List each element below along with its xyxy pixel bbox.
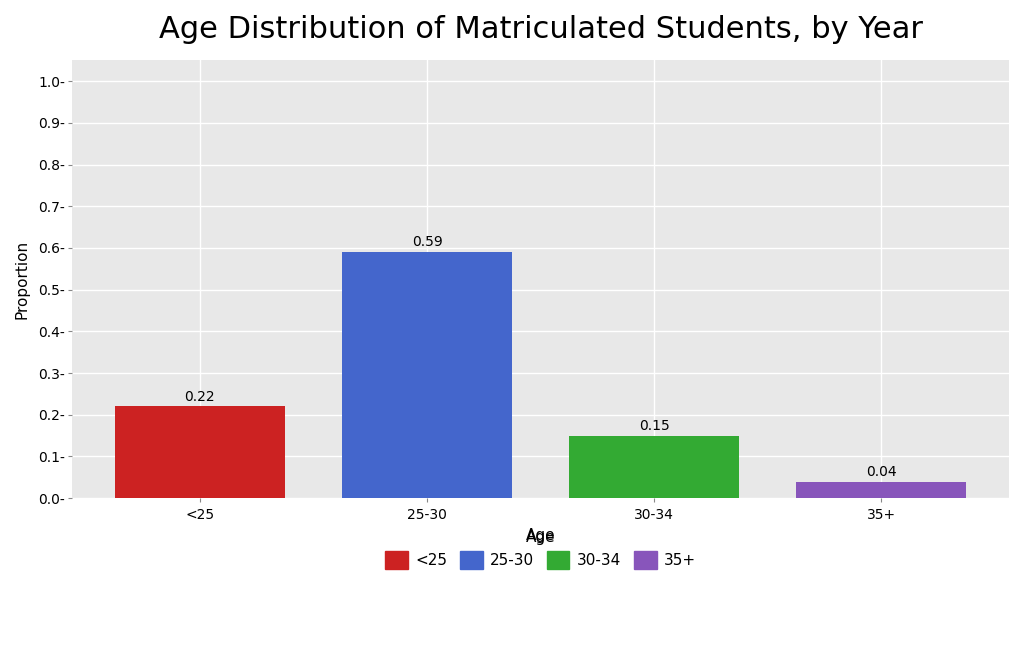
- Legend: <25, 25-30, 30-34, 35+: <25, 25-30, 30-34, 35+: [385, 528, 696, 570]
- X-axis label: Age: Age: [525, 531, 555, 545]
- Text: 0.15: 0.15: [639, 419, 670, 433]
- Bar: [342, 252, 512, 498]
- Text: 0.59: 0.59: [412, 235, 442, 249]
- Text: 0.04: 0.04: [866, 465, 897, 479]
- Title: Age Distribution of Matriculated Students, by Year: Age Distribution of Matriculated Student…: [159, 15, 923, 44]
- Text: 0.22: 0.22: [184, 390, 215, 404]
- Bar: [796, 481, 967, 498]
- Y-axis label: Proportion: Proportion: [15, 240, 30, 319]
- Bar: [569, 436, 739, 498]
- Bar: [115, 406, 285, 498]
